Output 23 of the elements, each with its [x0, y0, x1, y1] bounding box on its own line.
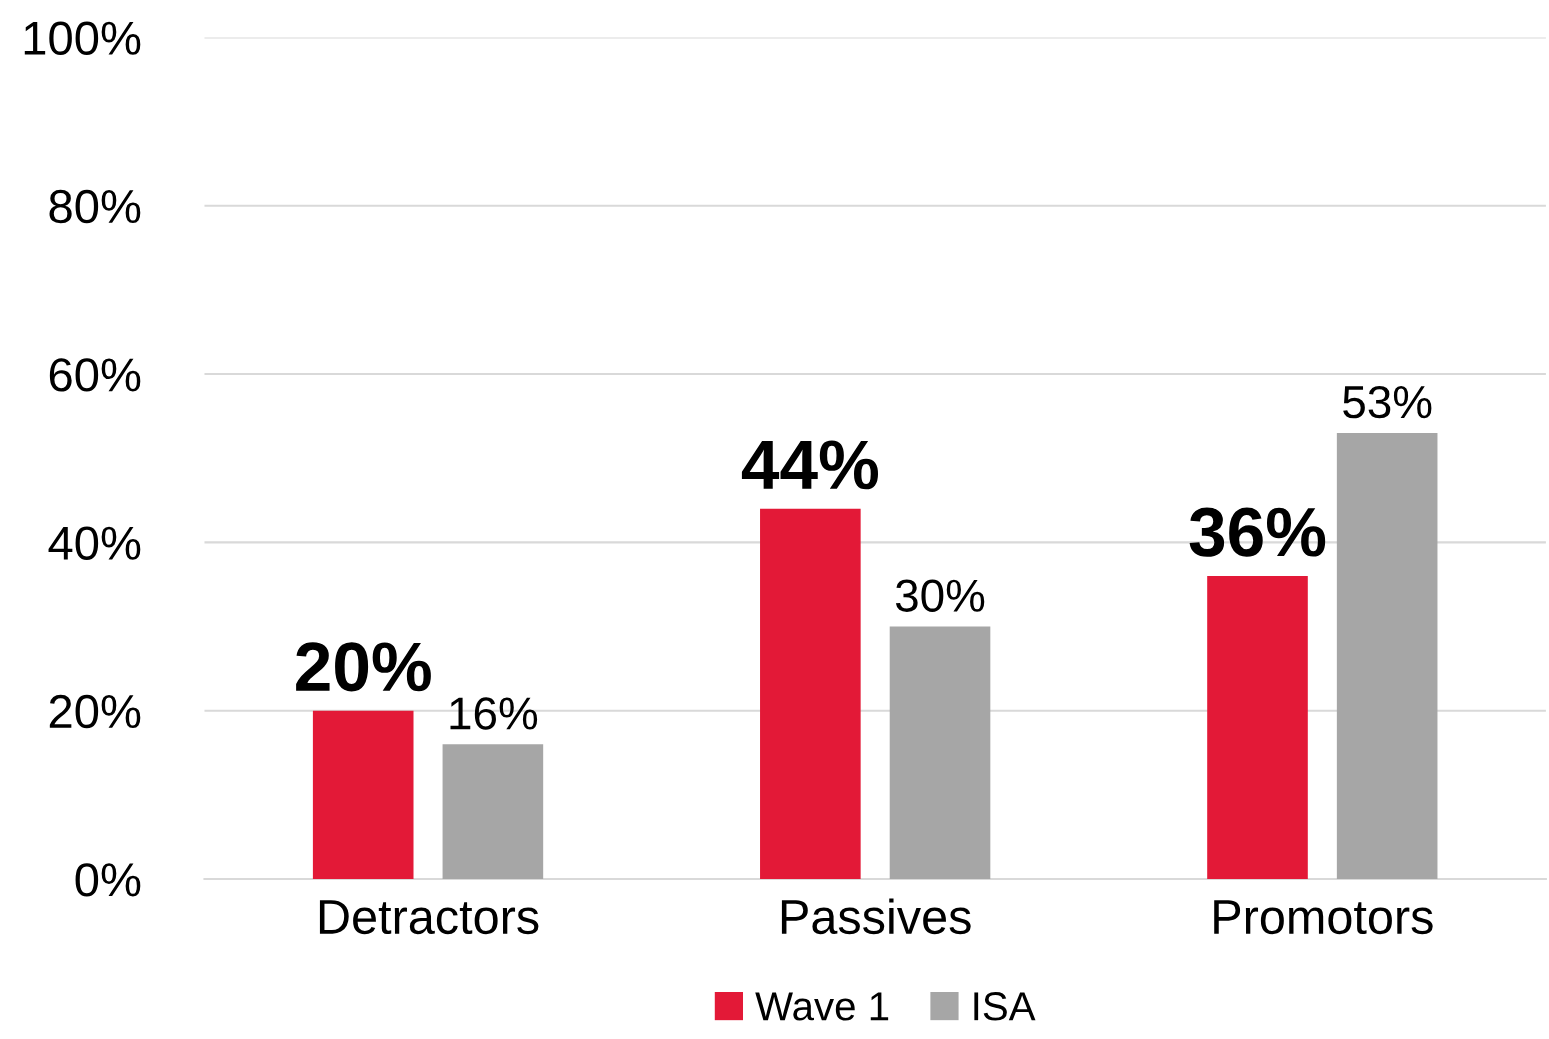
bar	[760, 508, 861, 879]
x-tick-label: Passives	[781, 898, 971, 935]
bar	[1207, 576, 1308, 879]
legend-label: ISA	[974, 992, 1036, 1021]
bar	[442, 744, 544, 879]
y-tick-label: 60%	[49, 358, 141, 392]
x-tick-label: Detractors	[319, 900, 539, 935]
y-tick-label: 100%	[24, 21, 141, 55]
bar	[1336, 432, 1438, 879]
bar	[889, 626, 991, 879]
y-tick-label: 40%	[48, 526, 141, 560]
y-tick-label: 80%	[49, 189, 141, 224]
text: 30%	[895, 579, 985, 612]
bar	[312, 710, 414, 879]
text: 16%	[450, 697, 538, 730]
text: 44%	[741, 440, 879, 490]
x-tick-label: Promotors	[1214, 900, 1433, 935]
legend-label: Wave 1	[755, 992, 889, 1021]
text: 20%	[296, 642, 431, 692]
y-tick-label: 0%	[75, 863, 141, 897]
y-tick-label: 20%	[49, 694, 141, 729]
text: 36%	[1189, 507, 1326, 557]
text: 53%	[1343, 385, 1432, 419]
